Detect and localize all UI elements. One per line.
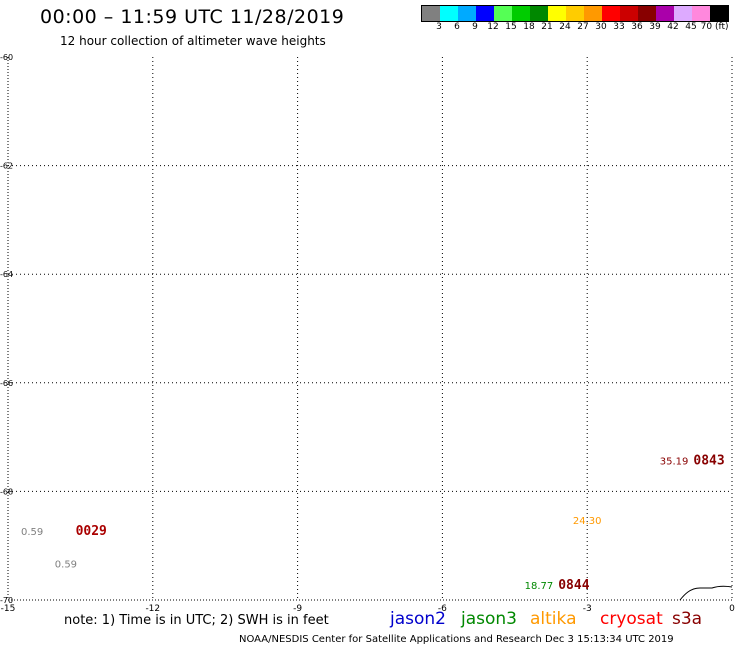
color-swatch [584,6,602,21]
y-tick-label: -68 [0,487,13,496]
legend-altika: altika [530,609,577,629]
color-scale-label: 39 [649,22,661,32]
color-swatch [512,6,530,21]
y-tick-label: -64 [0,270,13,279]
color-swatch [674,6,692,21]
x-tick-label: 0 [729,604,735,614]
color-swatch [638,6,656,21]
x-tick-label: -6 [438,604,447,614]
y-tick-label: -62 [0,162,13,171]
data-point-label: 0.59 [55,559,77,570]
color-swatch [476,6,494,21]
y-tick-label: -66 [0,379,13,388]
color-swatch [710,6,728,21]
y-tick-label: -60 [0,53,13,62]
color-swatch [692,6,710,21]
data-point-label: 35.19 [660,456,689,467]
color-scale-label: 27 [577,22,589,32]
data-point-label: 18.77 [525,581,554,592]
legend-s3a: s3a [672,609,703,629]
color-swatch [548,6,566,21]
x-tick-label: -9 [293,604,302,614]
color-swatch [620,6,638,21]
color-swatch [530,6,548,21]
time-label: 0844 [558,578,589,593]
y-tick-label: -70 [0,596,13,605]
color-scale-label: 36 [631,22,643,32]
chart-subtitle: 12 hour collection of altimeter wave hei… [60,34,326,48]
color-scale-label: 42 [667,22,679,32]
color-scale-label: 3 [436,22,442,32]
x-tick-label: -12 [145,604,160,614]
color-scale-label: 45 [685,22,697,32]
time-label: 0843 [693,453,724,468]
color-scale-label: 6 [454,22,460,32]
color-scale-label: 24 [559,22,571,32]
coastline [679,585,733,601]
color-scale-label: 21 [541,22,553,32]
color-scale-label: 70 (ft) [700,22,729,32]
legend-jason3: jason3 [461,609,517,629]
data-point-label: 0.59 [21,527,43,538]
chart-title: 00:00 – 11:59 UTC 11/28/2019 [40,6,345,28]
time-label: 0029 [76,524,107,539]
footer-note: note: 1) Time is in UTC; 2) SWH is in fe… [64,613,329,628]
color-swatch [566,6,584,21]
color-swatch [656,6,674,21]
color-swatch [494,6,512,21]
footer-credit: NOAA/NESDIS Center for Satellite Applica… [239,634,674,645]
color-scale-bar [421,5,729,22]
legend-jason2: jason2 [390,609,446,629]
color-scale-label: 18 [523,22,535,32]
color-scale-label: 9 [472,22,478,32]
color-scale-label: 33 [613,22,625,32]
legend-cryosat: cryosat [600,609,663,629]
color-scale-label: 12 [487,22,499,32]
x-tick-label: -3 [583,604,592,614]
color-swatch [440,6,458,21]
color-swatch [458,6,476,21]
x-tick-label: -15 [1,604,16,614]
color-swatch [602,6,620,21]
data-point-label: 24.30 [573,516,602,527]
color-swatch [422,6,440,21]
color-scale-labels: 3 6 9 12 15 18 21 24 27 30 33 36 39 42 45 70 (ft) [421,22,740,34]
color-scale-label: 15 [505,22,517,32]
color-scale-label: 30 [595,22,607,32]
